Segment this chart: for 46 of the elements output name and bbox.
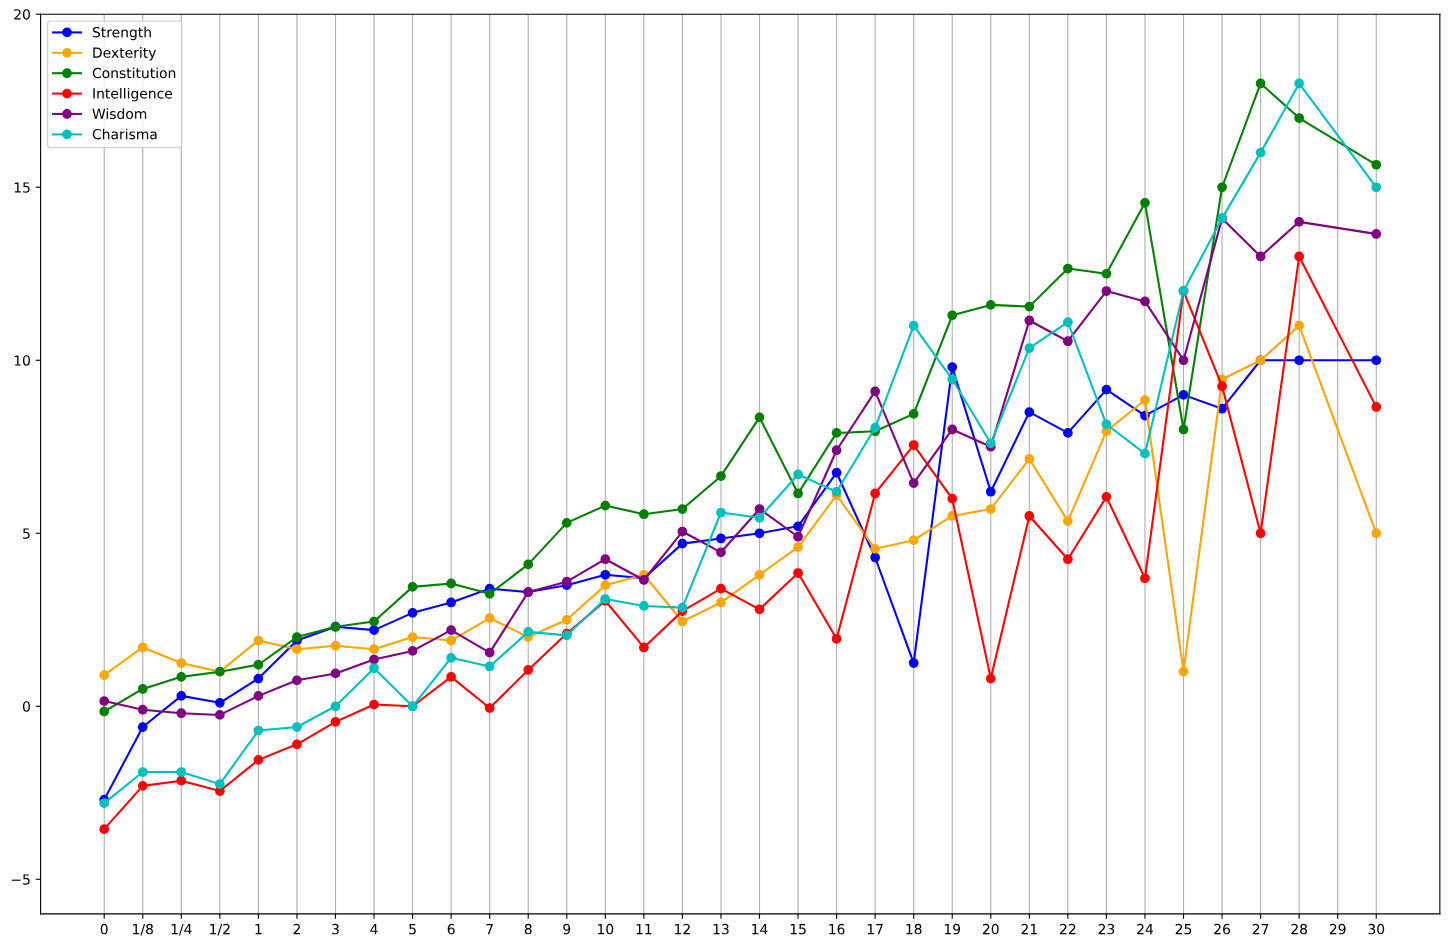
x-tick-label: 6 [447,923,455,935]
x-tick-label: 26 [1214,923,1231,935]
x-tick-label: 9 [563,923,571,935]
y-tick-label: 10 [14,355,30,366]
legend-label: Wisdom [92,108,147,120]
x-tick-label: 10 [598,923,614,935]
x-tick-label: 1/8 [133,923,153,936]
x-tick-label: 8 [524,923,532,935]
x-tick-label: 13 [713,923,729,935]
x-tick-label: 14 [752,924,768,935]
x-tick-label: 1/2 [210,923,230,936]
y-tick-label: 15 [14,182,30,193]
x-tick-label: 11 [636,924,652,935]
y-tick-label: −5 [11,874,30,885]
x-tick-label: 21 [1021,923,1037,935]
x-tick-label: 0 [100,923,108,935]
x-tick-label: 2 [293,923,300,935]
x-tick-label: 1 [255,924,262,935]
x-tick-label: 24 [1137,923,1154,935]
x-tick-label: 16 [829,923,845,935]
x-tick-label: 29 [1329,923,1346,935]
x-tick-label: 12 [675,923,690,935]
x-tick-label: 20 [982,923,999,935]
x-tick-label: 18 [906,923,922,935]
x-tick-label: 15 [790,924,806,935]
x-tick-label: 28 [1291,923,1308,935]
x-tick-label: 4 [370,924,378,935]
x-tick-label: 1/4 [171,924,192,936]
x-tick-label: 22 [1060,923,1076,935]
legend-label: Constitution [92,67,176,79]
x-tick-label: 7 [486,924,493,935]
y-tick-label: 0 [22,701,30,712]
y-tick-label: 5 [23,528,30,539]
x-tick-label: 30 [1368,923,1385,935]
x-tick-label: 23 [1098,923,1115,935]
x-tick-label: 27 [1252,923,1269,935]
x-tick-label: 25 [1175,923,1192,935]
y-tick-label: 20 [14,9,30,20]
x-tick-label: 19 [944,923,961,935]
x-tick-label: 3 [332,923,339,935]
legend-label: Charisma [92,128,157,140]
legend-label: Dexterity [93,47,157,61]
legend-label: Strength [92,26,151,41]
x-tick-label: 5 [409,924,416,935]
legend-label: Intelligence [93,87,173,102]
x-tick-label: 17 [867,924,883,935]
